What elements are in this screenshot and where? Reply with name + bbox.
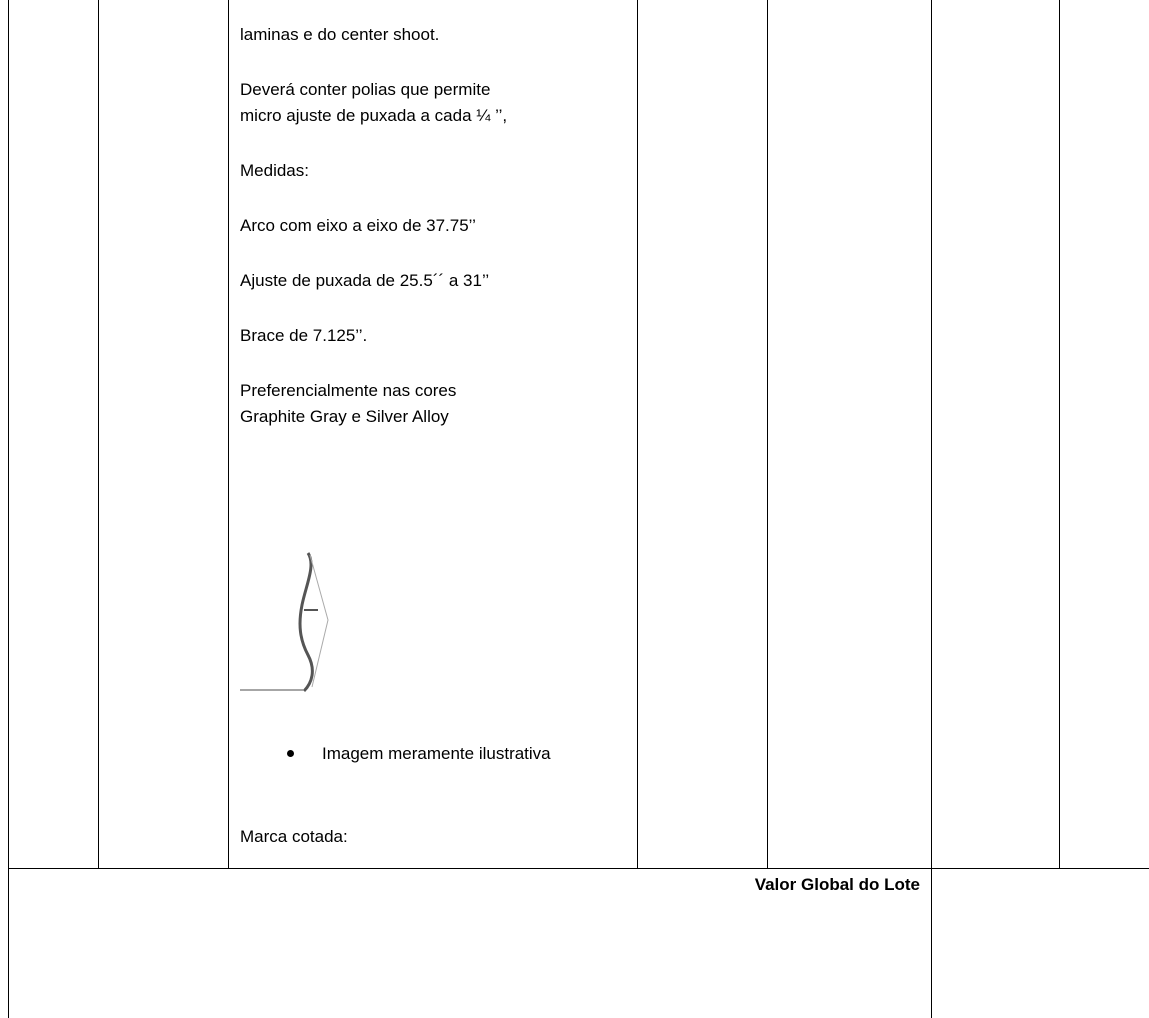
border: [1059, 0, 1060, 868]
border: [931, 0, 932, 1018]
border: [767, 0, 768, 868]
text: Arco com eixo a eixo de 37.75’’: [240, 216, 476, 235]
text: Preferencialmente nas cores: [240, 381, 457, 400]
border: [8, 0, 9, 1018]
bullet: [287, 750, 294, 757]
border: [98, 0, 99, 868]
bow-image: [240, 552, 329, 693]
total-label: Valor Global do Lote: [754, 875, 920, 894]
text: Imagem meramente ilustrativa: [322, 744, 551, 763]
text: Deverá conter polias que permite: [240, 80, 491, 99]
text: micro ajuste de puxada a cada ¼ ’’,: [240, 106, 508, 125]
border: [8, 868, 1149, 869]
text: Brace de 7.125’’.: [240, 326, 368, 345]
text: Marca cotada:: [240, 827, 348, 846]
border: [637, 0, 638, 868]
text: Ajuste de puxada de 25.5´´ a 31’’: [240, 271, 490, 290]
text: laminas e do center shoot.: [240, 25, 440, 44]
border: [228, 0, 229, 868]
text: Graphite Gray e Silver Alloy: [240, 407, 449, 426]
text: Medidas:: [240, 161, 309, 180]
